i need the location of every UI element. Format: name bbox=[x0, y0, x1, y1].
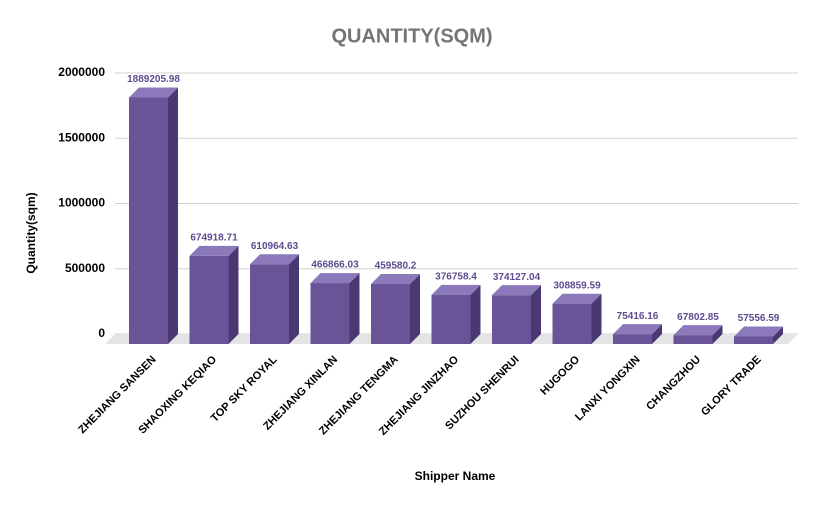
bar-front bbox=[734, 336, 773, 344]
x-axis-title: Shipper Name bbox=[415, 469, 496, 483]
bar bbox=[673, 325, 723, 344]
bar-front bbox=[250, 264, 289, 344]
bar bbox=[734, 326, 783, 344]
x-tick-label: CHANGZHOU bbox=[644, 354, 703, 413]
bar bbox=[250, 254, 299, 344]
bar bbox=[129, 87, 178, 344]
data-label: 459580.2 bbox=[375, 261, 417, 272]
bar-top bbox=[673, 325, 723, 336]
bar bbox=[431, 284, 481, 344]
bar bbox=[371, 274, 420, 344]
bar-side bbox=[349, 273, 360, 344]
bar-front bbox=[673, 335, 713, 344]
bar-top bbox=[189, 245, 239, 256]
bar-side bbox=[410, 274, 420, 344]
bar-front bbox=[552, 303, 592, 344]
bar-front bbox=[189, 255, 229, 344]
bar-front bbox=[431, 294, 471, 344]
bar bbox=[310, 273, 360, 344]
x-tick-label: HUGOGO bbox=[538, 353, 582, 397]
bar-side bbox=[773, 326, 783, 344]
data-label: 610964.63 bbox=[251, 241, 299, 252]
bar-front bbox=[613, 334, 652, 344]
bar-side bbox=[228, 245, 239, 344]
y-tick-label: 1500000 bbox=[58, 130, 105, 144]
bar-side bbox=[470, 284, 481, 344]
data-label: 674918.71 bbox=[190, 233, 238, 244]
bar-side bbox=[168, 87, 178, 344]
bar-top bbox=[371, 274, 420, 285]
data-label: 308859.59 bbox=[553, 280, 601, 291]
data-label: 376758.4 bbox=[435, 271, 477, 282]
bar bbox=[492, 285, 541, 344]
bar-front bbox=[492, 295, 531, 344]
x-tick-label: GLORY TRADE bbox=[699, 354, 764, 419]
bar-top bbox=[250, 254, 299, 265]
bar-side bbox=[289, 254, 299, 344]
bar-top bbox=[492, 285, 541, 296]
bar-top bbox=[129, 87, 178, 98]
y-tick-label: 1000000 bbox=[58, 196, 105, 210]
data-label: 67802.85 bbox=[677, 312, 719, 323]
y-tick-label: 0 bbox=[98, 326, 105, 340]
bar bbox=[613, 324, 662, 344]
data-label: 466866.03 bbox=[311, 260, 359, 271]
bar-side bbox=[652, 324, 662, 344]
data-label: 1889205.98 bbox=[127, 74, 180, 85]
bar-front bbox=[310, 283, 350, 344]
y-axis-title: Quantity(sqm) bbox=[24, 192, 38, 273]
bar-front bbox=[129, 97, 168, 344]
bar-top bbox=[552, 293, 602, 304]
x-tick-label: LANXI YONGXIN bbox=[573, 354, 643, 424]
bar-top bbox=[734, 326, 783, 337]
x-tick-label: TOP SKY ROYAL bbox=[209, 354, 280, 425]
bar-side bbox=[591, 293, 602, 344]
bar-side bbox=[712, 325, 723, 344]
chart-title: QUANTITY(SQM) bbox=[331, 25, 492, 47]
y-tick-label: 2000000 bbox=[58, 65, 105, 79]
data-label: 374127.04 bbox=[493, 272, 541, 283]
bar-top bbox=[310, 273, 360, 284]
bar-front bbox=[371, 284, 410, 344]
y-tick-label: 500000 bbox=[65, 261, 105, 275]
bar-side bbox=[531, 285, 541, 344]
data-label: 75416.16 bbox=[617, 311, 659, 322]
bar-top bbox=[613, 324, 662, 335]
bar-top bbox=[431, 284, 481, 295]
bar bbox=[552, 293, 602, 344]
data-label: 57556.59 bbox=[738, 313, 780, 324]
bar bbox=[189, 245, 239, 344]
